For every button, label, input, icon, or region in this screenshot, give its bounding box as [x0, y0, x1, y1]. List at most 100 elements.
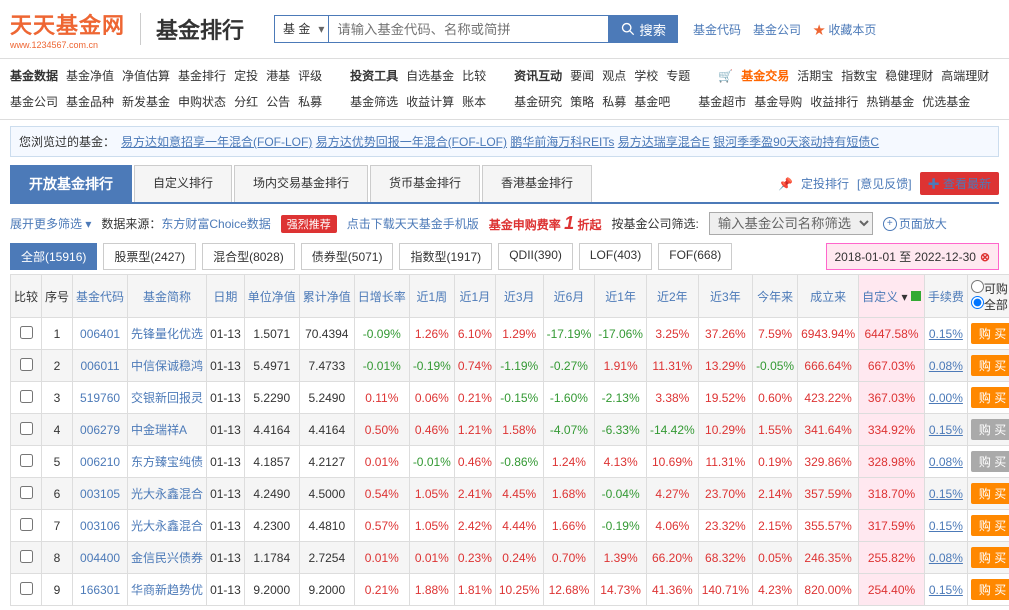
tab[interactable]: 场内交易基金排行	[234, 165, 368, 202]
nav-link[interactable]: 基金导购	[754, 91, 802, 113]
history-link[interactable]: 易方达瑞享混合E	[618, 135, 710, 149]
link-more-filter[interactable]: 展开更多筛选 ▾	[10, 215, 91, 232]
nav-link[interactable]: 基金吧	[634, 91, 670, 113]
type-filter-btn[interactable]: QDII(390)	[498, 243, 573, 270]
nav-link[interactable]: 评级	[298, 65, 322, 87]
column-header[interactable]: 近3月	[495, 275, 543, 318]
fund-code-link[interactable]: 006401	[80, 327, 120, 341]
column-header[interactable]: 比较	[11, 275, 42, 318]
history-link[interactable]: 易方达如意招享一年混合(FOF-LOF)	[121, 135, 312, 149]
nav-link[interactable]: 策略	[570, 91, 594, 113]
buy-button[interactable]: 购 买	[971, 547, 1009, 568]
column-header[interactable]: 可购全部	[967, 275, 1009, 318]
column-header[interactable]: 累计净值	[299, 275, 354, 318]
history-link[interactable]: 易方达优势回报一年混合(FOF-LOF)	[316, 135, 507, 149]
nav-link[interactable]: 分红	[234, 91, 258, 113]
nav-link[interactable]: 自选基金	[406, 65, 454, 87]
nav-link[interactable]: 基金公司	[10, 91, 58, 113]
nav-link[interactable]: 基金品种	[66, 91, 114, 113]
column-header[interactable]: 日增长率	[354, 275, 409, 318]
nav-link[interactable]: 申购状态	[178, 91, 226, 113]
column-header[interactable]: 基金代码	[73, 275, 128, 318]
buy-button[interactable]: 购 买	[971, 355, 1009, 376]
fund-code-link[interactable]: 003106	[80, 519, 120, 533]
column-header[interactable]: 成立来	[798, 275, 859, 318]
company-select[interactable]: 输入基金公司名称筛选	[709, 212, 873, 235]
link-data-source[interactable]: 东方财富Choice数据	[161, 217, 270, 231]
column-header[interactable]: 单位净值	[244, 275, 299, 318]
nav-link[interactable]: 优选基金	[922, 91, 970, 113]
compare-checkbox[interactable]	[20, 422, 33, 435]
fund-name-link[interactable]: 交银新回报灵	[131, 391, 203, 405]
link-zoom[interactable]: +页面放大	[883, 215, 947, 232]
nav-link[interactable]: 稳健理财	[885, 65, 933, 87]
fund-code-link[interactable]: 006210	[80, 455, 120, 469]
fund-code-link[interactable]: 003105	[80, 487, 120, 501]
fee-link[interactable]: 0.15%	[929, 487, 963, 501]
search-button[interactable]: 搜索	[609, 15, 678, 43]
btn-view-latest[interactable]: ✚ 查看最新	[920, 172, 999, 195]
compare-checkbox[interactable]	[20, 582, 33, 595]
fund-name-link[interactable]: 中金瑞祥A	[131, 423, 187, 437]
fund-code-link[interactable]: 004400	[80, 551, 120, 565]
column-header[interactable]: 近1年	[595, 275, 647, 318]
fund-code-link[interactable]: 166301	[80, 583, 120, 597]
type-filter-btn[interactable]: 指数型(1917)	[399, 243, 492, 270]
type-filter-btn[interactable]: LOF(403)	[579, 243, 652, 270]
tab[interactable]: 货币基金排行	[370, 165, 480, 202]
fund-name-link[interactable]: 中信保诚稳鸿	[131, 359, 203, 373]
fund-name-link[interactable]: 华商新趋势优	[131, 583, 203, 597]
nav-link[interactable]: 定投	[234, 65, 258, 87]
link-feedback[interactable]: [意见反馈]	[857, 175, 912, 192]
logo[interactable]: 天天基金网 www.1234567.com.cn	[10, 8, 125, 50]
tab[interactable]: 开放基金排行	[10, 165, 132, 202]
fund-name-link[interactable]: 先锋量化优选	[131, 327, 203, 341]
type-filter-btn[interactable]: FOF(668)	[658, 243, 732, 270]
buy-button[interactable]: 购 买	[971, 483, 1009, 504]
radio-all[interactable]: 全部	[971, 298, 1008, 312]
link-download-app[interactable]: 点击下载天天基金手机版	[347, 215, 479, 232]
type-filter-btn[interactable]: 全部(15916)	[10, 243, 97, 270]
nav-link[interactable]: 收益排行	[810, 91, 858, 113]
fund-name-link[interactable]: 金信民兴债券	[131, 551, 203, 565]
column-header[interactable]: 近3年	[698, 275, 752, 318]
tab[interactable]: 香港基金排行	[482, 165, 592, 202]
radio-buyable[interactable]: 可购	[971, 282, 1008, 296]
nav-link[interactable]: 私募	[602, 91, 626, 113]
fee-link[interactable]: 0.08%	[929, 359, 963, 373]
column-header[interactable]: 基金简称	[128, 275, 207, 318]
column-header[interactable]: 近1周	[409, 275, 454, 318]
fund-name-link[interactable]: 光大永鑫混合	[131, 487, 203, 501]
column-header[interactable]: 近1月	[454, 275, 495, 318]
column-header[interactable]: 序号	[42, 275, 73, 318]
buy-button[interactable]: 购 买	[971, 515, 1009, 536]
nav-link[interactable]: 基金筛选	[350, 91, 398, 113]
nav-link[interactable]: 活期宝	[797, 65, 833, 87]
tab[interactable]: 自定义排行	[134, 165, 232, 202]
column-header[interactable]: 近2年	[646, 275, 698, 318]
nav-link[interactable]: 新发基金	[122, 91, 170, 113]
search-type-dropdown[interactable]: 基 金	[274, 15, 329, 43]
date-range[interactable]: 2018-01-01 至 2022-12-30 ⊗	[826, 243, 1000, 270]
type-filter-btn[interactable]: 混合型(8028)	[202, 243, 295, 270]
link-favorite[interactable]: ★ 收藏本页	[813, 21, 876, 38]
fee-link[interactable]: 0.08%	[929, 455, 963, 469]
compare-checkbox[interactable]	[20, 358, 33, 371]
nav-link[interactable]: 指数宝	[841, 65, 877, 87]
fund-name-link[interactable]: 东方臻宝纯债	[131, 455, 203, 469]
link-fund-code[interactable]: 基金代码	[693, 21, 741, 38]
compare-checkbox[interactable]	[20, 454, 33, 467]
fee-link[interactable]: 0.08%	[929, 551, 963, 565]
buy-button[interactable]: 购 买	[971, 579, 1009, 600]
nav-link[interactable]: 基金排行	[178, 65, 226, 87]
fee-link[interactable]: 0.15%	[929, 519, 963, 533]
compare-checkbox[interactable]	[20, 550, 33, 563]
fee-link[interactable]: 0.15%	[929, 583, 963, 597]
buy-button[interactable]: 购 买	[971, 323, 1009, 344]
buy-button[interactable]: 购 买	[971, 387, 1009, 408]
link-dingtou-rank[interactable]: 定投排行	[801, 175, 849, 192]
fee-link[interactable]: 0.15%	[929, 423, 963, 437]
nav-link[interactable]: 学校	[634, 65, 658, 87]
compare-checkbox[interactable]	[20, 518, 33, 531]
column-header[interactable]: 自定义 ▾	[859, 275, 925, 318]
